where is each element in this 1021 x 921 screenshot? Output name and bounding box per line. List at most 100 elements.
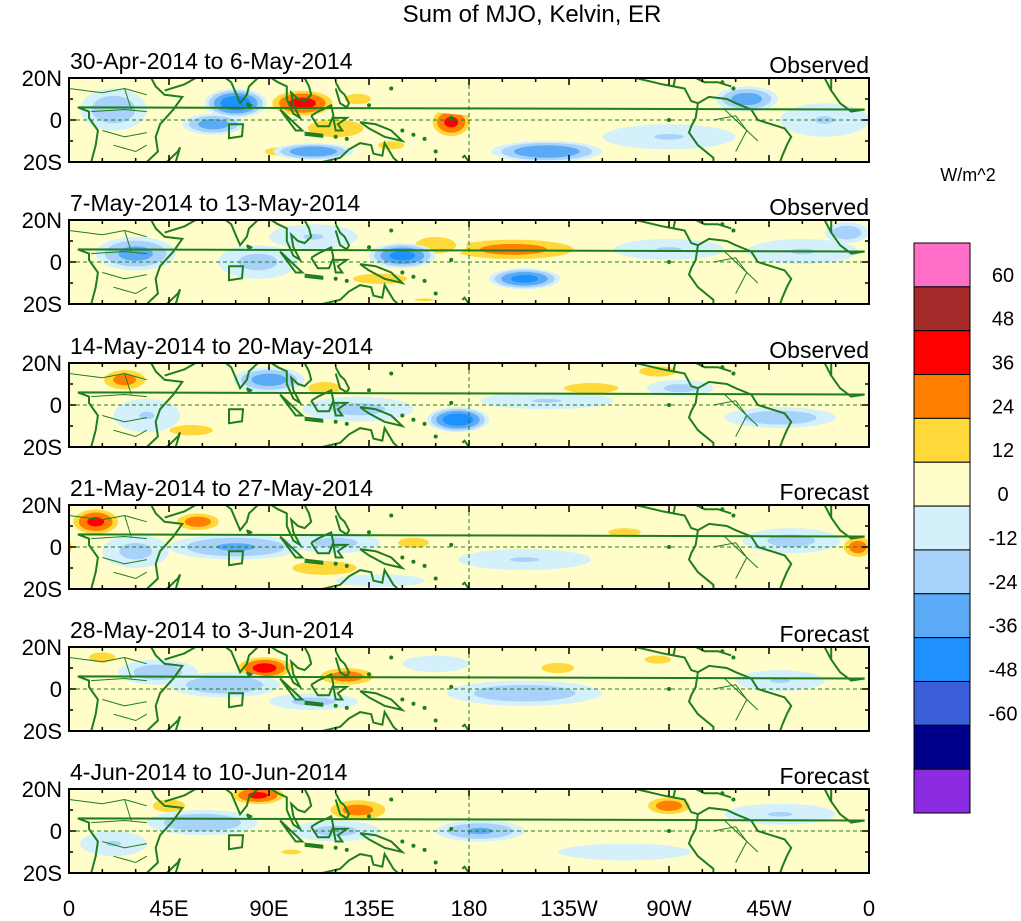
colorbar-bin bbox=[913, 242, 971, 288]
lat-label: 0 bbox=[50, 393, 62, 418]
region-box-marker bbox=[228, 834, 245, 851]
island bbox=[422, 421, 427, 426]
contour-fill bbox=[169, 425, 213, 436]
country-border bbox=[113, 571, 148, 580]
island bbox=[667, 118, 671, 122]
anomaly-10 bbox=[80, 831, 147, 857]
island bbox=[367, 245, 371, 250]
country-border bbox=[113, 855, 148, 864]
panel-type-label: Forecast bbox=[780, 479, 870, 505]
anomaly-1 bbox=[435, 236, 592, 262]
island bbox=[411, 132, 416, 137]
coastline bbox=[279, 250, 305, 274]
colorbar: W/m^2 60 48 36 24 12 0 -12 -24 -36 -48 -60 bbox=[913, 165, 1018, 814]
coastline bbox=[164, 220, 198, 234]
coastlines bbox=[69, 78, 865, 162]
anomaly-9 bbox=[218, 245, 298, 279]
island bbox=[449, 826, 454, 831]
coastline bbox=[606, 647, 715, 731]
coastline bbox=[332, 116, 350, 132]
country-border bbox=[113, 286, 148, 295]
colorbar-bin bbox=[913, 286, 971, 332]
anomaly-7 bbox=[426, 407, 489, 433]
colorbar-level-label: -36 bbox=[989, 616, 1018, 638]
contour-fill bbox=[770, 678, 791, 683]
coastline bbox=[223, 363, 260, 391]
lat-label: 0 bbox=[50, 250, 62, 275]
lon-label: 90E bbox=[249, 896, 288, 921]
panel-type-label: Observed bbox=[769, 337, 869, 363]
coastline bbox=[304, 416, 324, 423]
coastline bbox=[269, 220, 313, 263]
island bbox=[433, 576, 438, 581]
country-border bbox=[102, 699, 147, 707]
country-border bbox=[102, 130, 147, 138]
coastlines bbox=[69, 505, 865, 589]
coastline bbox=[269, 78, 313, 121]
island bbox=[720, 649, 725, 654]
island bbox=[731, 513, 736, 518]
anomaly-5 bbox=[469, 371, 558, 389]
anomaly-1 bbox=[266, 88, 338, 118]
coastline bbox=[269, 647, 313, 690]
anomaly-11 bbox=[735, 670, 825, 692]
contour-fill bbox=[378, 141, 405, 150]
coastline bbox=[164, 505, 198, 519]
colorbar-bin bbox=[913, 374, 971, 419]
island bbox=[411, 274, 416, 279]
island bbox=[389, 655, 394, 660]
coastline bbox=[461, 439, 470, 447]
contour-fill bbox=[558, 843, 691, 861]
island bbox=[344, 847, 349, 852]
coastline bbox=[279, 393, 305, 417]
coastline bbox=[606, 220, 715, 304]
lat-label: 0 bbox=[50, 108, 62, 133]
coastline bbox=[359, 406, 406, 428]
contour-fill bbox=[457, 517, 569, 535]
anomaly-9 bbox=[446, 680, 603, 706]
island bbox=[731, 655, 736, 660]
coastline bbox=[164, 78, 198, 92]
coastline bbox=[332, 685, 350, 701]
coastline bbox=[823, 78, 833, 92]
contour-fill bbox=[251, 373, 287, 386]
coastline bbox=[359, 832, 406, 854]
coastline bbox=[77, 505, 865, 589]
coastline bbox=[310, 672, 335, 697]
coastline bbox=[823, 789, 833, 803]
colorbar-bin bbox=[913, 768, 971, 814]
country-border bbox=[91, 108, 147, 113]
coastline bbox=[823, 220, 833, 234]
coastline bbox=[359, 263, 406, 285]
country-border bbox=[91, 535, 147, 540]
anomaly-16 bbox=[569, 84, 681, 106]
coastline bbox=[310, 388, 335, 413]
island bbox=[667, 403, 671, 407]
anomaly-5 bbox=[135, 276, 225, 298]
island bbox=[400, 555, 405, 560]
coastline bbox=[697, 664, 793, 731]
panel-date-range: 28-May-2014 to 3-Jun-2014 bbox=[70, 617, 354, 643]
contour-fill bbox=[292, 561, 357, 575]
panel-date-range: 21-May-2014 to 27-May-2014 bbox=[70, 475, 373, 501]
coastline bbox=[69, 220, 847, 304]
coastline bbox=[223, 220, 260, 248]
country-border bbox=[69, 798, 147, 807]
island bbox=[433, 149, 438, 154]
country-border bbox=[91, 250, 147, 255]
lon-label: 45W bbox=[746, 896, 791, 921]
island bbox=[333, 276, 338, 281]
coastline bbox=[77, 220, 865, 304]
island bbox=[344, 421, 349, 426]
island bbox=[333, 561, 338, 566]
anomaly-8 bbox=[95, 236, 176, 271]
coastline bbox=[697, 95, 793, 162]
coastline bbox=[77, 647, 865, 731]
contour-fill bbox=[288, 97, 316, 109]
country-border bbox=[91, 393, 147, 398]
coastline bbox=[461, 581, 470, 589]
coastline bbox=[77, 789, 865, 873]
colorbar-level-label: -48 bbox=[989, 659, 1018, 681]
lon-label: 0 bbox=[863, 896, 875, 921]
